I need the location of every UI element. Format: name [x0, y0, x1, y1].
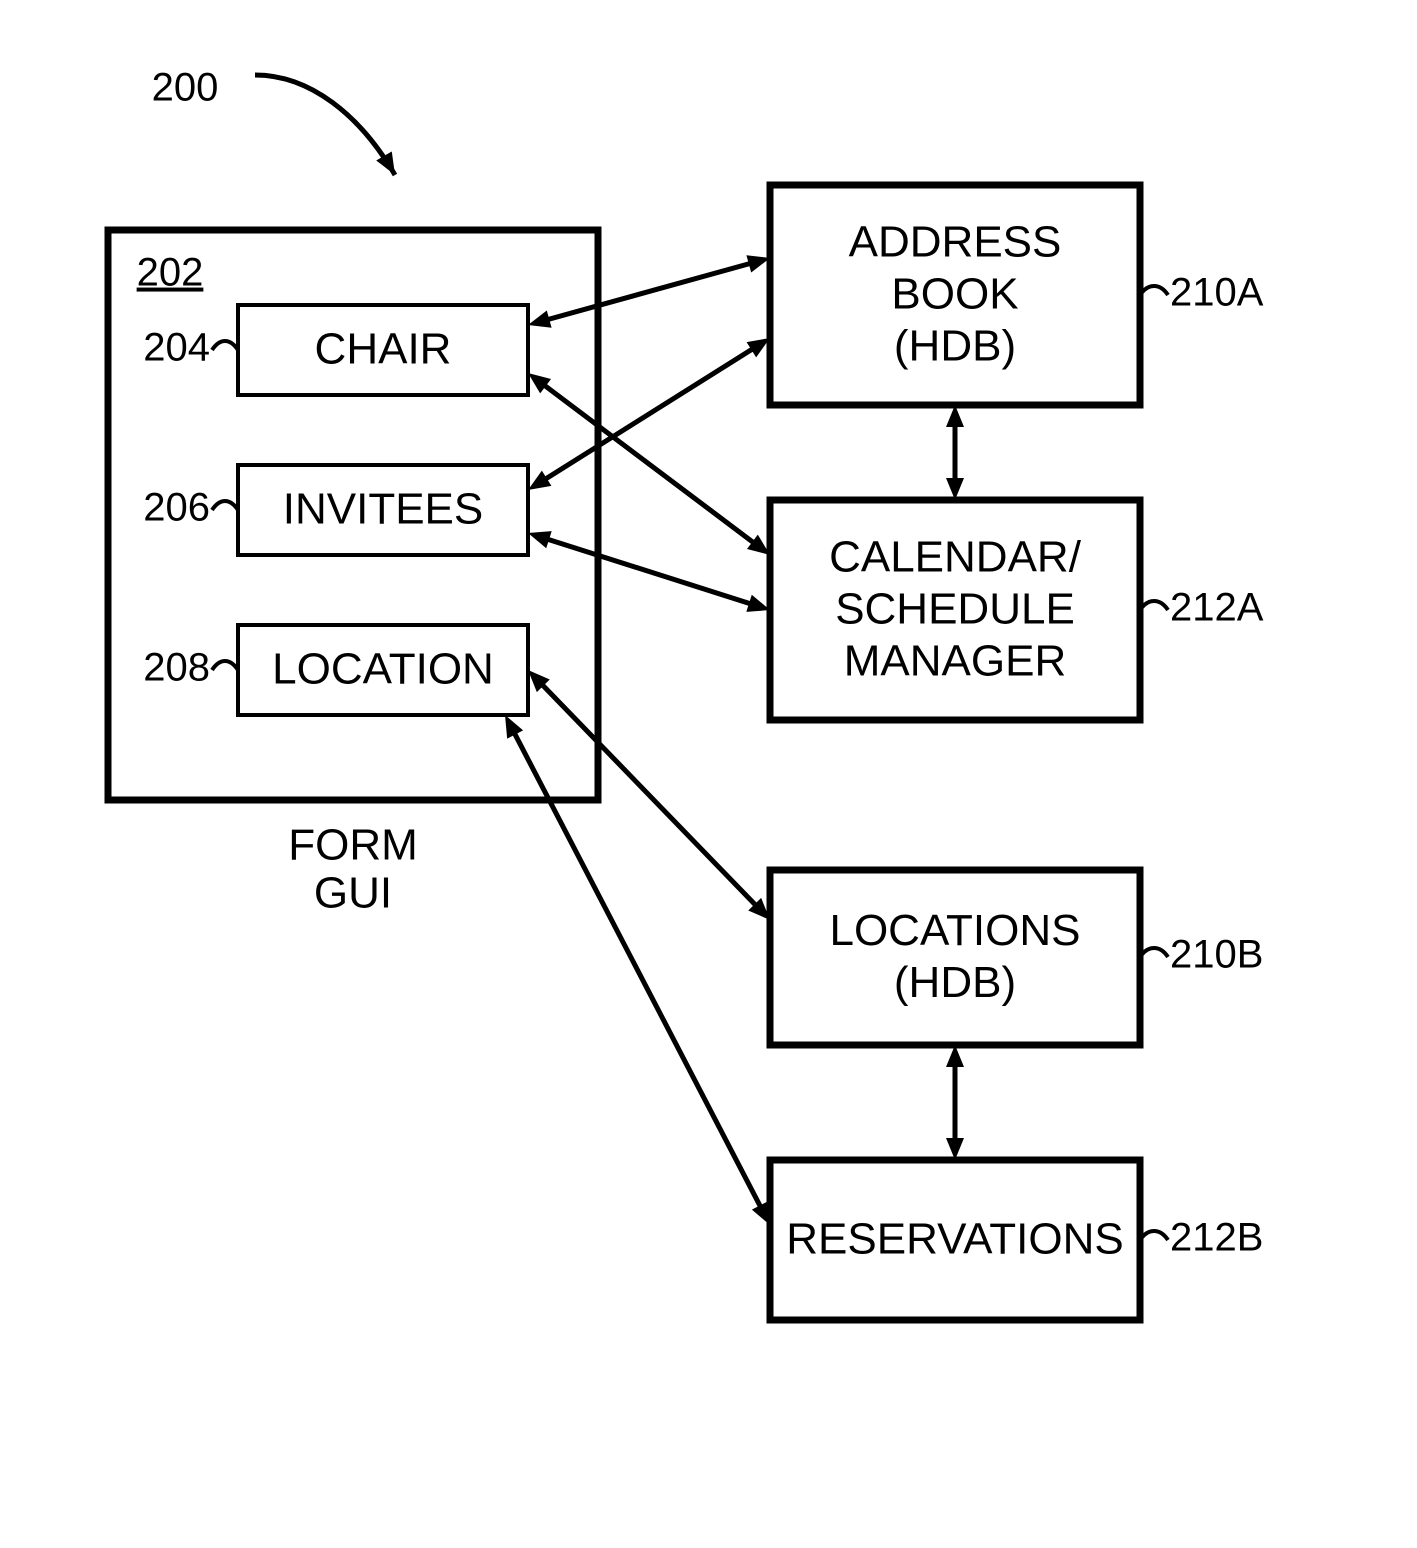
- form-caption-1: FORM: [288, 821, 418, 870]
- box-calendar-line1: SCHEDULE: [835, 585, 1075, 634]
- box-locations-line1: (HDB): [894, 958, 1016, 1007]
- box-ref-calendar: 212A: [1170, 586, 1264, 630]
- box-address-line0: ADDRESS: [849, 218, 1062, 267]
- box-address-line1: BOOK: [891, 270, 1018, 319]
- box-ref-reservations: 212B: [1170, 1216, 1263, 1260]
- box-reservations-line0: RESERVATIONS: [786, 1215, 1123, 1264]
- figure-ref-200: 200: [152, 66, 219, 110]
- box-address-line2: (HDB): [894, 322, 1016, 371]
- box-ref-locations: 210B: [1170, 933, 1263, 977]
- box-calendar-line2: MANAGER: [844, 637, 1066, 686]
- connector-location-reservations: [511, 727, 764, 1214]
- box-calendar-line0: CALENDAR/: [829, 533, 1082, 582]
- field-ref-chair: 204: [143, 326, 210, 370]
- form-caption-2: GUI: [314, 869, 392, 918]
- box-ref-address: 210A: [1170, 271, 1264, 315]
- field-label-location: LOCATION: [272, 645, 494, 694]
- form-id-label: 202: [137, 251, 204, 295]
- field-ref-location: 208: [143, 646, 210, 690]
- field-label-invitees: INVITEES: [283, 485, 484, 534]
- box-locations-line0: LOCATIONS: [829, 906, 1080, 955]
- field-ref-invitees: 206: [143, 486, 210, 530]
- field-label-chair: CHAIR: [315, 325, 452, 374]
